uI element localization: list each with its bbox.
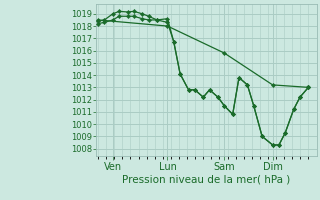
- X-axis label: Pression niveau de la mer( hPa ): Pression niveau de la mer( hPa ): [122, 174, 291, 184]
